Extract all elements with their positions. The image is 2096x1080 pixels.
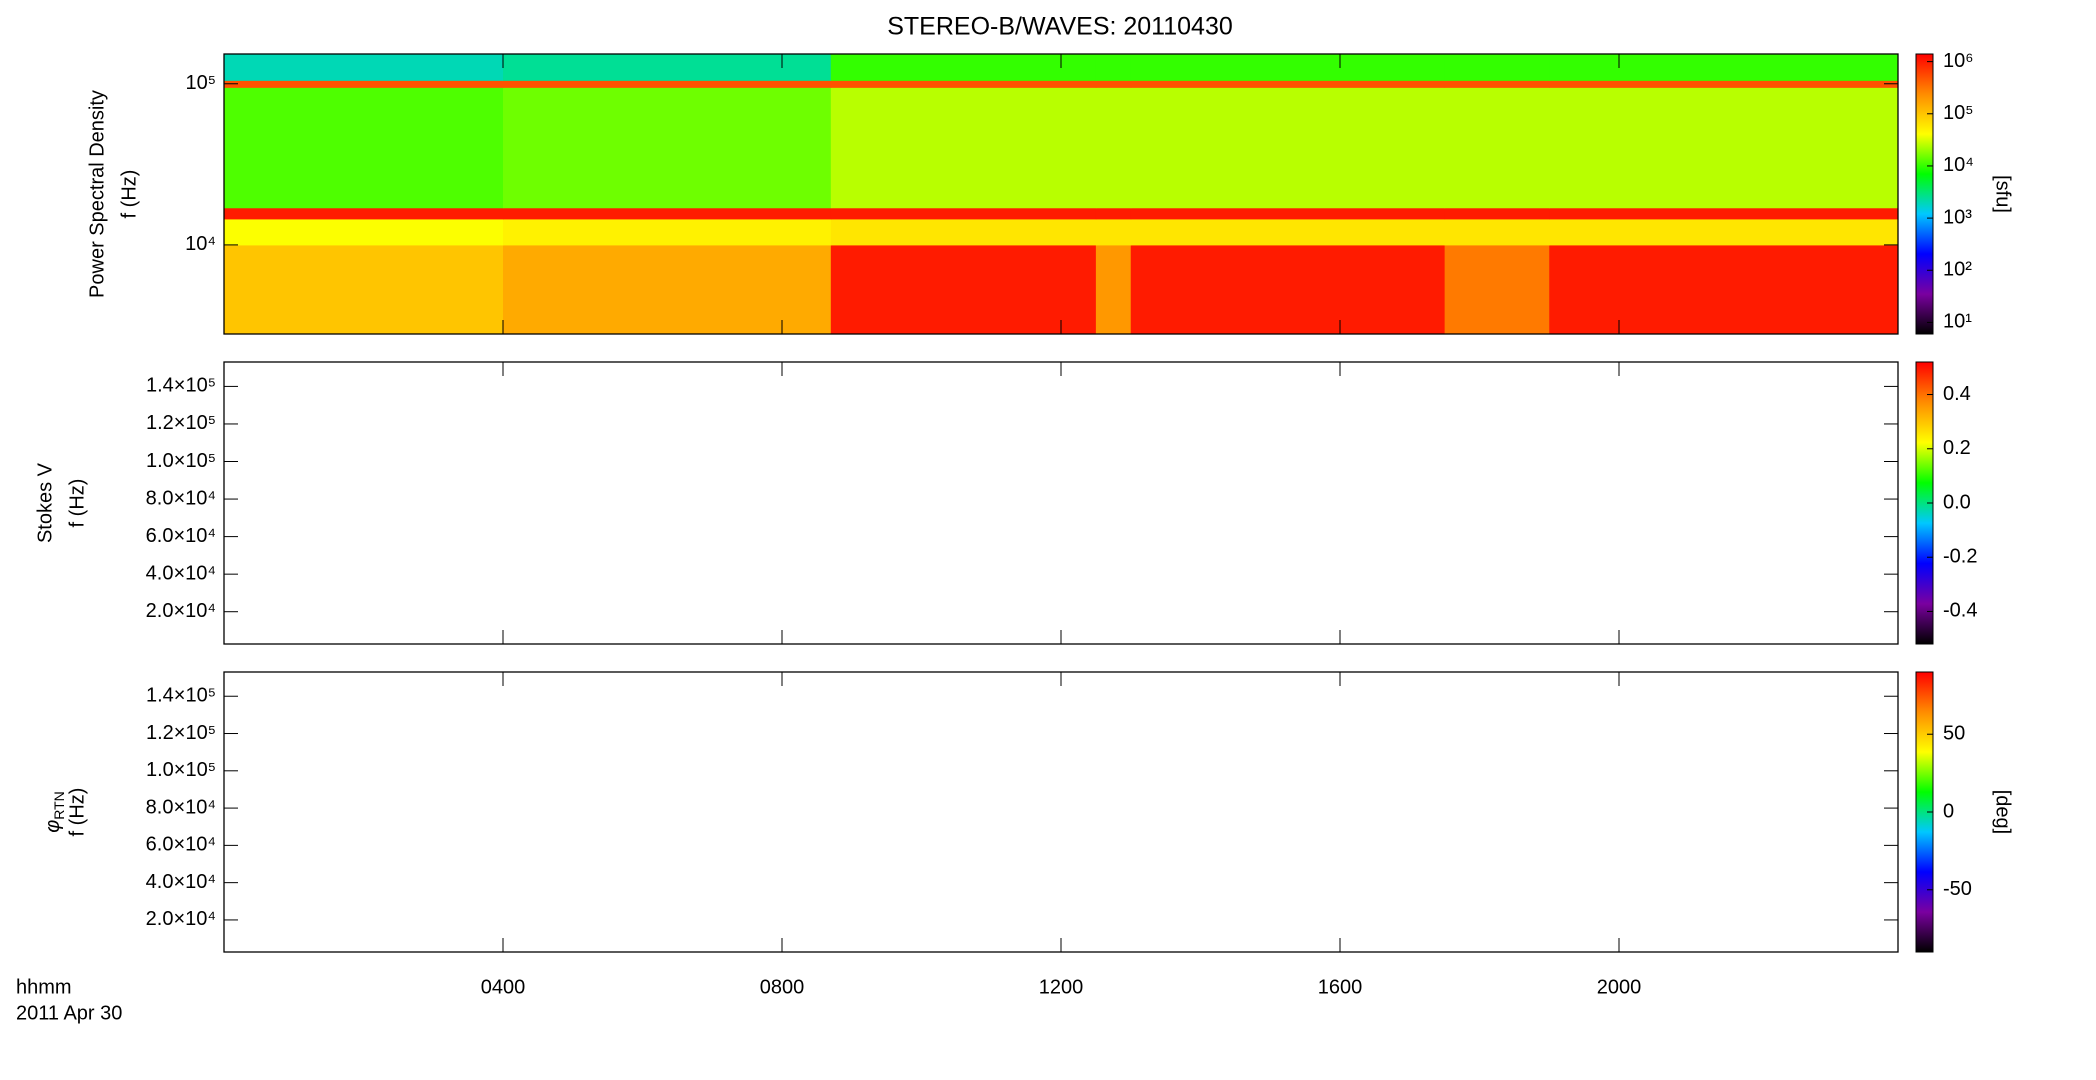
- heatmap-cell: [1549, 218, 1899, 246]
- y-tick-label: 1.0×10⁵: [146, 759, 216, 781]
- y-tick-label: 2.0×10⁴: [146, 908, 216, 930]
- heatmap-cell: [224, 218, 504, 246]
- heatmap-cell: [1095, 80, 1132, 88]
- heatmap-cell: [1130, 244, 1446, 335]
- y-tick-label: 4.0×10⁴: [146, 562, 216, 584]
- colorbar-tick-label: 10⁴: [1943, 154, 1974, 176]
- heatmap-cell: [503, 218, 832, 246]
- x-tick-label: 1600: [1318, 976, 1363, 998]
- heatmap-cell: [830, 244, 1097, 335]
- heatmap-cell: [224, 54, 504, 81]
- heatmap-cell: [1130, 87, 1446, 209]
- heatmap-cell: [503, 87, 832, 209]
- colorbar-tick-label: 10²: [1943, 259, 1972, 281]
- y-tick-label: 10⁵: [185, 72, 216, 94]
- heatmap-cell: [503, 244, 832, 335]
- heatmap-cell: [1549, 207, 1899, 220]
- heatmap-cell: [1444, 80, 1550, 88]
- x-tick-label: 2000: [1597, 976, 1642, 998]
- chart-title: STEREO-B/WAVES: 20110430: [887, 13, 1233, 41]
- y-tick-label: 2.0×10⁴: [146, 600, 216, 622]
- colorbar-tick-label: 10³: [1943, 206, 1972, 228]
- colorbar-tick-label: 10¹: [1943, 311, 1972, 333]
- y-tick-label: 4.0×10⁴: [146, 871, 216, 893]
- heatmap-cell: [1549, 54, 1899, 81]
- y-tick-label: 6.0×10⁴: [146, 525, 216, 547]
- heatmap-cell: [503, 54, 832, 81]
- colorbar-tick-label: 0.2: [1943, 437, 1971, 459]
- heatmap-cell: [1130, 80, 1446, 88]
- y-tick-label: 8.0×10⁴: [146, 487, 216, 509]
- heatmap-cell: [1095, 218, 1132, 246]
- y-axis-label: f (Hz): [66, 479, 88, 528]
- heatmap-cell: [830, 207, 1097, 220]
- heatmap-cell: [830, 218, 1097, 246]
- heatmap-cell: [503, 207, 832, 220]
- y-tick-label: 10⁴: [185, 233, 216, 255]
- heatmap-cell: [830, 87, 1097, 209]
- x-tick-label: 0400: [481, 976, 526, 998]
- colorbar-tick-label: -50: [1943, 878, 1972, 900]
- heatmap-cell: [1444, 207, 1550, 220]
- heatmap-cell: [224, 80, 504, 88]
- heatmap-cell: [1095, 244, 1132, 335]
- y-tick-label: 1.4×10⁵: [146, 685, 216, 707]
- colorbar-label: [deg]: [1992, 790, 2014, 834]
- colorbar-tick-label: 10⁶: [1943, 50, 1973, 72]
- x-tick-label: 1200: [1039, 976, 1084, 998]
- heatmap-cell: [1444, 218, 1550, 246]
- y-axis-label: φRTN: [42, 791, 66, 833]
- y-axis-label: f (Hz): [66, 788, 88, 837]
- y-axis-label: Power Spectral Density: [86, 90, 108, 298]
- colorbar-tick-label: 10⁵: [1943, 102, 1974, 124]
- date-label: 2011 Apr 30: [16, 1002, 122, 1024]
- heatmap-cell: [224, 207, 504, 220]
- heatmap-cell: [1549, 80, 1899, 88]
- plot-frame: [223, 671, 1899, 953]
- x-axis-label: hhmm: [16, 976, 72, 998]
- y-tick-label: 6.0×10⁴: [146, 834, 216, 856]
- colorbar-tick-label: 0.0: [1943, 491, 1971, 513]
- colorbar-tick-label: 50: [1943, 723, 1965, 745]
- heatmap-cell: [1095, 54, 1132, 81]
- heatmap-cell: [1444, 244, 1550, 335]
- plot-frame: [223, 361, 1899, 645]
- heatmap-cell: [1549, 244, 1899, 335]
- colorbar-tick-label: -0.2: [1943, 546, 1977, 568]
- y-tick-label: 1.4×10⁵: [146, 375, 216, 397]
- y-tick-label: 1.0×10⁵: [146, 450, 216, 472]
- x-tick-label: 0800: [760, 976, 805, 998]
- heatmap-cell: [1130, 54, 1446, 81]
- y-axis-label: Stokes V: [34, 462, 56, 543]
- y-tick-label: 8.0×10⁴: [146, 796, 216, 818]
- heatmap-cell: [1444, 54, 1550, 81]
- heatmap-cell: [1444, 87, 1550, 209]
- heatmap-cell: [1095, 207, 1132, 220]
- subscript: RTN: [51, 791, 67, 820]
- heatmap-cell: [1130, 218, 1446, 246]
- heatmap-cell: [224, 87, 504, 209]
- colorbar-tick-label: -0.4: [1943, 600, 1977, 622]
- colorbar: [1915, 53, 1934, 335]
- symbol: φ: [42, 820, 64, 833]
- heatmap-cell: [224, 244, 504, 335]
- heatmap-cell: [830, 80, 1097, 88]
- heatmap-cell: [1095, 87, 1132, 209]
- y-tick-label: 1.2×10⁵: [146, 722, 216, 744]
- y-tick-label: 1.2×10⁵: [146, 412, 216, 434]
- heatmap-cell: [1549, 87, 1899, 209]
- y-axis-label: f (Hz): [118, 170, 140, 219]
- colorbar-label: [sfu]: [1992, 175, 2014, 213]
- heatmap-cell: [1130, 207, 1446, 220]
- heatmap-cell: [830, 54, 1097, 81]
- heatmap-cell: [503, 80, 832, 88]
- colorbar-tick-label: 0.4: [1943, 383, 1971, 405]
- colorbar-tick-label: 0: [1943, 800, 1954, 822]
